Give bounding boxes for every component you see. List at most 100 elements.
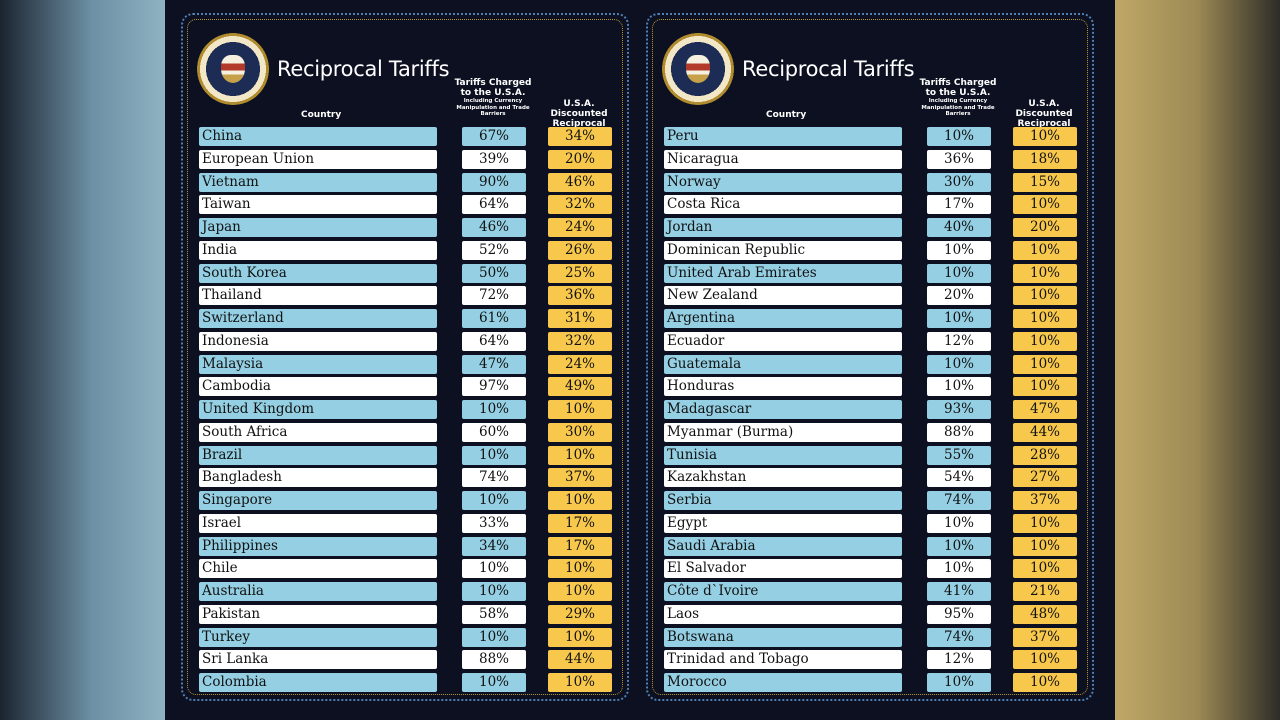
table-row: China 67% 34% [183, 127, 631, 147]
country-cell: Brazil [199, 445, 437, 465]
tariff-charged-cell: 17% [927, 195, 991, 215]
tariff-charged-cell: 47% [462, 354, 526, 374]
discounted-tariff-cell: 10% [548, 559, 612, 579]
table-row: New Zealand 20% 10% [648, 286, 1096, 306]
discounted-tariff-cell: 25% [548, 263, 612, 283]
panel-border [652, 19, 1088, 695]
tariff-charged-cell: 10% [462, 400, 526, 419]
header-country: Country [766, 110, 807, 120]
tariff-charged-cell: 64% [462, 195, 526, 215]
country-cell: Peru [664, 127, 902, 146]
tariff-charged-cell: 90% [462, 172, 526, 192]
header-charged-label: Tariffs Charged to the U.S.A. [454, 78, 532, 98]
country-cell: Thailand [199, 286, 437, 306]
discounted-tariff-cell: 20% [1013, 218, 1077, 237]
table-row: Serbia 74% 37% [648, 491, 1096, 511]
discounted-tariff-cell: 44% [548, 650, 612, 670]
country-cell: Israel [199, 513, 437, 533]
country-cell: South Africa [199, 422, 437, 442]
table-row: South Korea 50% 25% [183, 263, 631, 284]
discounted-tariff-cell: 30% [548, 422, 612, 442]
country-cell: Kazakhstan [664, 468, 902, 488]
table-row: Singapore 10% 10% [183, 491, 631, 511]
country-cell: Dominican Republic [664, 240, 902, 260]
country-cell: Myanmar (Burma) [664, 422, 902, 442]
table-row: Taiwan 64% 32% [183, 195, 631, 215]
table-row: South Africa 60% 30% [183, 422, 631, 443]
tariff-charged-cell: 54% [927, 468, 991, 488]
country-cell: Honduras [664, 377, 902, 397]
country-cell: New Zealand [664, 286, 902, 306]
tariff-charged-cell: 10% [927, 354, 991, 374]
country-cell: United Kingdom [199, 400, 437, 419]
discounted-tariff-cell: 20% [548, 149, 612, 169]
discounted-tariff-cell: 21% [1013, 582, 1077, 601]
table-row: Trinidad and Tobago 12% 10% [648, 650, 1096, 670]
discounted-tariff-cell: 37% [548, 468, 612, 488]
country-cell: Botswana [664, 627, 902, 647]
presidential-seal-icon [197, 33, 269, 105]
table-row: Switzerland 61% 31% [183, 309, 631, 329]
table-row: Costa Rica 17% 10% [648, 195, 1096, 215]
discounted-tariff-cell: 17% [548, 536, 612, 556]
discounted-tariff-cell: 36% [548, 286, 612, 306]
table-row: Ecuador 12% 10% [648, 331, 1096, 352]
country-cell: Saudi Arabia [664, 536, 902, 556]
tariff-table-right: Reciprocal Tariffs Tariffs Charged to th… [646, 13, 1094, 701]
table-row: Norway 30% 15% [648, 172, 1096, 193]
tariff-charged-cell: 64% [462, 331, 526, 351]
table-row: Laos 95% 48% [648, 604, 1096, 625]
discounted-tariff-cell: 10% [548, 673, 612, 692]
table-row: Malaysia 47% 24% [183, 354, 631, 375]
country-cell: Costa Rica [664, 195, 902, 215]
tariff-charged-cell: 10% [927, 240, 991, 260]
country-cell: Jordan [664, 218, 902, 237]
discounted-tariff-cell: 10% [1013, 286, 1077, 306]
country-cell: Sri Lanka [199, 650, 437, 670]
table-row: Brazil 10% 10% [183, 445, 631, 466]
country-cell: Norway [664, 172, 902, 192]
table-row: United Arab Emirates 10% 10% [648, 263, 1096, 284]
tariff-charged-cell: 10% [927, 377, 991, 397]
country-cell: Ecuador [664, 331, 902, 351]
table-row: Turkey 10% 10% [183, 627, 631, 648]
table-row: Cambodia 97% 49% [183, 377, 631, 397]
discounted-tariff-cell: 18% [1013, 149, 1077, 169]
discounted-tariff-cell: 24% [548, 354, 612, 374]
tariff-charged-cell: 10% [462, 627, 526, 647]
country-cell: Laos [664, 604, 902, 624]
table-row: Peru 10% 10% [648, 127, 1096, 147]
tariff-charged-cell: 10% [927, 559, 991, 579]
eagle-icon [686, 55, 710, 83]
discounted-tariff-cell: 10% [1013, 195, 1077, 215]
tariff-charged-cell: 12% [927, 650, 991, 670]
tariff-charged-cell: 40% [927, 218, 991, 237]
table-row: Dominican Republic 10% 10% [648, 240, 1096, 261]
discounted-tariff-cell: 37% [1013, 491, 1077, 510]
discounted-tariff-cell: 44% [1013, 422, 1077, 442]
country-cell: Guatemala [664, 354, 902, 374]
discounted-tariff-cell: 10% [1013, 650, 1077, 670]
discounted-tariff-cell: 28% [1013, 445, 1077, 465]
country-cell: Singapore [199, 491, 437, 510]
country-cell: Cambodia [199, 377, 437, 397]
country-cell: Malaysia [199, 354, 437, 374]
country-cell: Trinidad and Tobago [664, 650, 902, 670]
tariff-charged-cell: 10% [927, 309, 991, 328]
country-cell: Egypt [664, 513, 902, 533]
table-row: Myanmar (Burma) 88% 44% [648, 422, 1096, 443]
tariff-charged-cell: 55% [927, 445, 991, 465]
discounted-tariff-cell: 46% [548, 172, 612, 192]
tariff-charged-cell: 60% [462, 422, 526, 442]
table-row: Guatemala 10% 10% [648, 354, 1096, 375]
table-row: Pakistan 58% 29% [183, 604, 631, 625]
tariff-charged-cell: 88% [462, 650, 526, 670]
header-tariffs-charged: Tariffs Charged to the U.S.A. Including … [453, 78, 533, 118]
tariff-charged-cell: 41% [927, 582, 991, 601]
discounted-tariff-cell: 32% [548, 195, 612, 215]
country-cell: Philippines [199, 536, 437, 556]
tariff-charged-cell: 30% [927, 172, 991, 192]
discounted-tariff-cell: 47% [1013, 400, 1077, 419]
discounted-tariff-cell: 10% [548, 627, 612, 647]
table-row: Côte d`Ivoire 41% 21% [648, 582, 1096, 602]
